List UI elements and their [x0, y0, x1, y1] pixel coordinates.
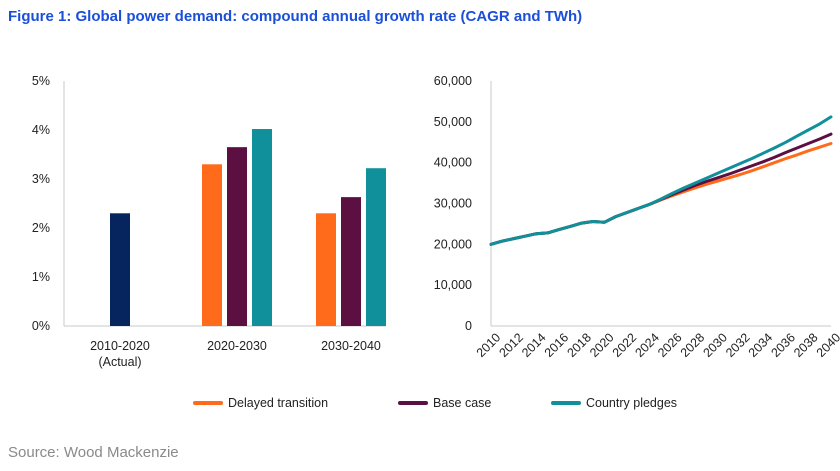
bar-delayed-transition-1 [202, 164, 222, 326]
line-x-tick-label: 2016 [542, 330, 572, 360]
line-series-base-case [489, 132, 833, 246]
line-x-tick-label: 2022 [610, 330, 640, 360]
line-series-country-pledges [489, 115, 833, 246]
line-y-tick-label: 40,000 [434, 156, 472, 170]
line-x-tick-label: 2024 [632, 330, 662, 360]
bar-delayed-transition-2 [316, 213, 336, 326]
legend-item-country-pledges: Country pledges [551, 396, 677, 410]
figure-title: Figure 1: Global power demand: compound … [8, 8, 583, 25]
line-x-tick-label: 2034 [746, 330, 776, 360]
bar-category-sublabel: (Actual) [98, 355, 141, 369]
bar-category-label: 2030-2040 [321, 339, 381, 353]
bar-chart: 0% 1% 2% 3% 4% 5% 2010-2020 (Actual) 2020-2030 20… [32, 74, 386, 369]
legend-label: Country pledges [586, 396, 678, 410]
bar-country-pledges-2 [366, 168, 386, 326]
line-x-tick-label: 2014 [519, 330, 549, 360]
line-x-tick-label: 2038 [791, 330, 821, 360]
figure-charts: 0% 1% 2% 3% 4% 5% 2010-2020 (Actual) 2020-2030 20… [32, 74, 840, 369]
line-x-tick-label: 2020 [587, 330, 617, 360]
line-x-tick-label: 2026 [655, 330, 685, 360]
line-y-tick-label: 0 [465, 319, 472, 333]
bar-y-tick-label: 1% [32, 270, 50, 284]
line-x-tick-label: 2010 [474, 330, 504, 360]
bar-y-tick-label: 5% [32, 74, 50, 88]
bar-y-tick-label: 3% [32, 172, 50, 186]
bar-base-case-2 [341, 197, 361, 326]
legend-swatch-pledges [551, 401, 581, 405]
line-x-tick-label: 2032 [723, 330, 753, 360]
line-x-tick-label: 2036 [768, 330, 798, 360]
legend-swatch-delayed [193, 401, 223, 405]
line-x-tick-label: 2012 [496, 330, 526, 360]
bar-y-tick-label: 4% [32, 123, 50, 137]
source-note: Source: Wood Mackenzie [8, 444, 179, 461]
bar-actual-0 [110, 213, 130, 326]
legend-label: Base case [433, 396, 492, 410]
line-y-tick-label: 10,000 [434, 278, 472, 292]
line-chart: 0 10,000 20,000 30,000 40,000 50,000 60,000 201… [434, 74, 840, 360]
line-y-tick-label: 30,000 [434, 197, 472, 211]
chart-legend: Delayed transition Base case Country ple… [0, 396, 840, 418]
bar-category-label: 2010-2020 [90, 339, 150, 353]
legend-swatch-base [398, 401, 428, 405]
line-x-tick-label: 2018 [564, 330, 594, 360]
bar-country-pledges-1 [252, 129, 272, 326]
line-x-tick-label: 2030 [700, 330, 730, 360]
line-y-tick-label: 20,000 [434, 237, 472, 251]
legend-label: Delayed transition [228, 396, 329, 410]
bar-y-tick-label: 2% [32, 221, 50, 235]
line-y-tick-label: 60,000 [434, 74, 472, 88]
line-series-delayed-transition [489, 142, 833, 246]
legend-item-base-case: Base case [398, 396, 491, 410]
legend-item-delayed-transition: Delayed transition [193, 396, 328, 410]
bar-category-label: 2020-2030 [207, 339, 267, 353]
bar-base-case-1 [227, 147, 247, 326]
line-y-tick-label: 50,000 [434, 115, 472, 129]
bar-y-tick-label: 0% [32, 319, 50, 333]
line-x-tick-label: 2040 [814, 330, 840, 360]
line-x-tick-label: 2028 [678, 330, 708, 360]
